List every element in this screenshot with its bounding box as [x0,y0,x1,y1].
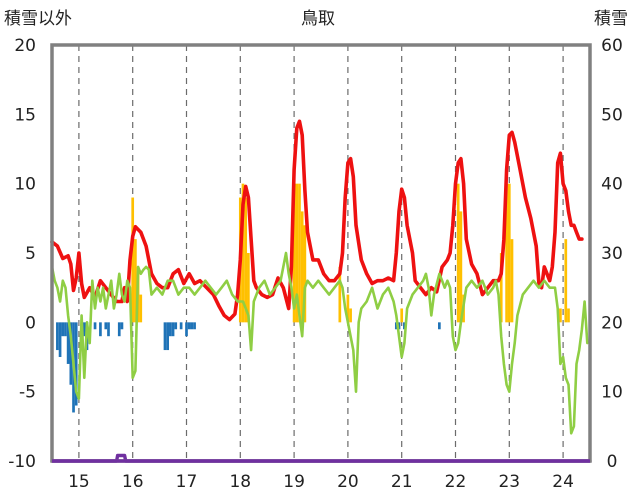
bar-s3-25 [193,322,196,330]
right-tick-label-20: 20 [601,313,623,333]
bar-s2-12 [303,225,307,323]
bar-s2-7 [247,253,250,323]
bars-layer [56,183,570,413]
bar-s2-18 [459,211,463,323]
x-tick-label-16: 16 [122,472,144,492]
tick-labels: 15 16 17 18 19 20 21 22 23 24 -10 -5 0 5 10 15 20 0 10 20 30… [8,36,623,492]
bar-s3-17 [166,322,170,351]
bar-s3-11 [99,322,102,337]
bar-s2-11 [300,211,304,323]
x-tick-label-17: 17 [176,472,198,492]
bar-s3-21 [179,322,183,330]
bar-s2-21 [505,183,508,323]
bar-s3-1 [58,322,62,357]
bar-s2-14 [346,294,350,323]
bar-s2-0 [131,197,135,323]
left-tick-label-5: 5 [25,244,36,264]
bar-s2-22 [507,183,511,323]
bar-s3-10 [93,322,97,330]
gridlines [78,45,564,461]
x-tick-label-21: 21 [391,472,413,492]
title: 鳥取 [301,9,335,29]
bar-s3-16 [163,322,167,351]
bar-s2-15 [349,308,352,323]
line-series-1 [50,251,589,435]
bar-s3-28 [403,322,406,330]
right-tick-label-50: 50 [601,105,623,125]
right-tick-label-30: 30 [601,244,623,264]
left-tick-label--5: -5 [19,383,36,403]
bar-s2-20 [499,253,503,323]
bar-s3-4 [66,322,70,364]
bar-s2-10 [298,183,301,323]
bar-s3-14 [117,322,121,337]
bar-s3-24 [190,322,194,330]
bar-s2-13 [338,266,342,323]
bar-s3-19 [171,322,175,337]
bar-s3-7 [74,322,78,406]
x-tick-label-24: 24 [552,472,574,492]
left-tick-label-20: 20 [14,36,36,56]
right-tick-label-10: 10 [601,383,623,403]
bar-s2-26 [567,308,570,323]
bar-s3-22 [185,322,188,337]
bar-s3-5 [69,322,73,385]
left-tick-label--10: -10 [8,452,36,472]
bar-s3-18 [169,322,172,337]
x-tick-label-19: 19 [283,472,305,492]
bar-s2-23 [510,239,514,323]
bar-s3-29 [438,322,441,330]
x-tick-label-18: 18 [229,472,251,492]
bar-s2-3 [139,294,143,323]
left-tick-label-0: 0 [25,313,36,333]
bar-s2-16 [400,308,404,323]
right-tick-label-60: 60 [601,36,623,56]
bar-s3-8 [82,322,86,337]
bar-s2-24 [559,308,562,323]
bar-s3-23 [187,322,191,330]
bar-s3-0 [56,322,59,351]
bar-s3-3 [64,322,67,337]
bar-s3-20 [174,322,178,330]
line-series-0 [50,119,584,322]
bar-s3-15 [120,322,124,330]
x-tick-label-22: 22 [445,472,467,492]
bar-s2-9 [295,183,299,323]
left-tick-label-15: 15 [14,105,36,125]
right-tick-label-0: 0 [607,452,618,472]
bar-s3-26 [394,322,398,330]
left-tick-label-10: 10 [14,175,36,195]
bar-s3-13 [107,322,110,337]
bar-s2-6 [244,197,248,323]
plot-frame [50,43,592,463]
bar-s3-12 [104,322,108,330]
bar-s2-17 [456,183,460,323]
bar-s2-25 [564,239,568,323]
bar-s3-2 [61,322,65,337]
bar-s2-1 [134,239,137,323]
bar-s3-27 [397,322,401,330]
right-tick-label-40: 40 [601,175,623,195]
x-tick-label-15: 15 [68,472,90,492]
left-axis-label: 積雪以外 [4,9,72,29]
bar-s2-5 [241,183,245,323]
right-axis-label: 積雪 [594,9,628,29]
bar-s2-8 [292,183,296,323]
x-tick-label-20: 20 [337,472,359,492]
x-tick-label-23: 23 [498,472,520,492]
